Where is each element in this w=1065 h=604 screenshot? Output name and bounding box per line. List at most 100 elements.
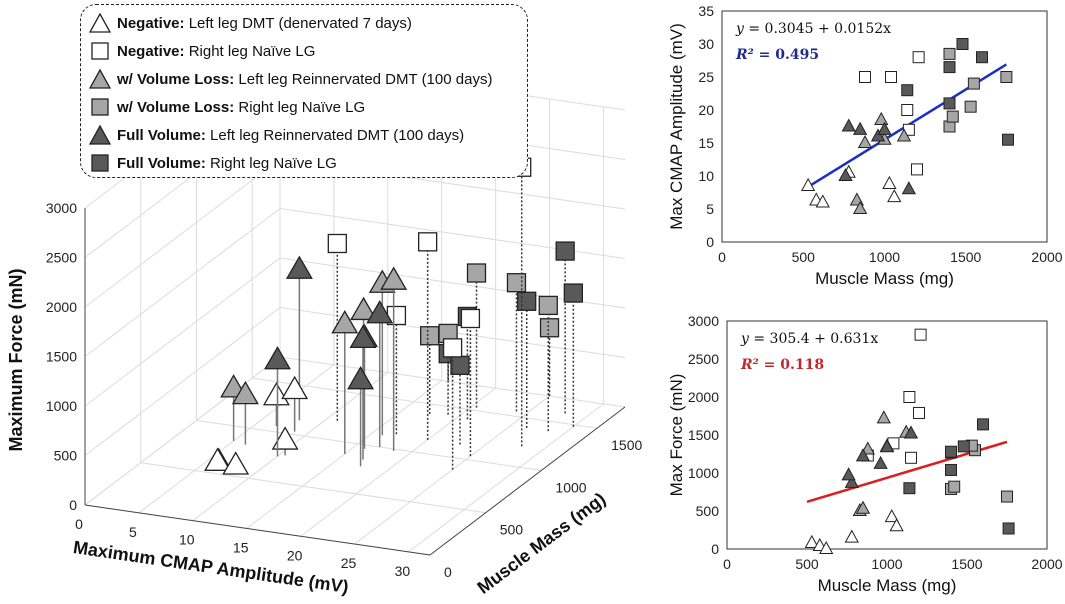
grid-line-x-floor <box>84 356 281 506</box>
x-tick-label: 10 <box>179 532 195 548</box>
y-tick-label: 0 <box>706 234 714 250</box>
point-triangle-full_volume <box>877 121 892 135</box>
legend-square-gray <box>91 98 109 116</box>
point-square-volume_loss <box>943 47 956 60</box>
y-tick-label: 1000 <box>688 465 719 481</box>
z-tick-label: 500 <box>54 448 78 464</box>
x-axis-title: Muscle Mass (mg) <box>815 269 954 288</box>
point-triangle-full_volume <box>879 439 895 453</box>
y-tick-label: 1500 <box>688 427 719 443</box>
x-tick-label: 25 <box>341 555 357 571</box>
y-axis-line <box>429 406 626 556</box>
point-square-negative <box>901 104 914 116</box>
legend: Negative: Left leg DMT (denervated 7 day… <box>80 4 528 178</box>
grid-line-y-floor <box>140 462 486 514</box>
regression-equation: y = 305.4 + 0.631x <box>740 331 878 347</box>
y-axis-title: Max CMAP Amplitude (mV) <box>667 23 686 230</box>
point-square-full_volume <box>563 283 584 303</box>
point-square-full_volume <box>450 355 470 375</box>
point-square-volume_loss <box>538 295 558 316</box>
legend-bold: w/ Volume Loss: <box>117 98 235 116</box>
r-squared-label: R² = 0.495 <box>735 47 819 63</box>
point-square-full_volume <box>943 97 956 110</box>
point-square-volume_loss <box>1001 490 1013 503</box>
grid-line-x-floor <box>408 403 604 553</box>
point-square-full_volume <box>943 61 956 74</box>
grid-line-x-floor <box>300 387 496 537</box>
x-tick-label: 1500 <box>951 556 982 572</box>
point-triangle-full_volume <box>285 255 313 279</box>
y-tick-label: 500 <box>696 503 720 519</box>
legend-text: Left leg Reinnervated DMT (100 days) <box>234 70 493 88</box>
point-square-volume_loss <box>1000 71 1013 83</box>
point-square-volume_loss <box>967 77 980 90</box>
point-square-full_volume <box>555 241 575 261</box>
grid-line-y-floor <box>196 419 542 471</box>
point-triangle-volume_loss <box>857 134 873 149</box>
point-triangle-negative <box>819 540 834 555</box>
point-triangle-negative <box>887 189 902 203</box>
point-square-volume_loss <box>948 480 961 493</box>
point-square-negative <box>912 51 925 64</box>
point-triangle-negative <box>271 426 299 450</box>
x-tick-label: 2000 <box>1031 249 1062 265</box>
y-tick-label: 25 <box>698 69 714 85</box>
point-square-full_volume <box>1002 522 1015 535</box>
x-axis-line <box>84 504 431 556</box>
r-squared-label: R² = 0.118 <box>740 357 824 373</box>
x-tick-label: 2000 <box>1031 556 1062 572</box>
point-square-negative <box>911 163 923 176</box>
y-tick-label: 15 <box>698 135 714 151</box>
point-square-negative <box>327 233 347 254</box>
x-tick-label: 0 <box>718 249 726 265</box>
point-triangle-volume_loss <box>231 380 259 405</box>
point-triangle-negative <box>889 518 904 532</box>
x-tick-label: 15 <box>233 539 249 555</box>
point-square-volume_loss <box>946 110 959 123</box>
point-square-full_volume <box>976 51 988 64</box>
point-triangle-negative <box>222 451 250 475</box>
point-triangle-volume_loss <box>350 296 378 321</box>
point-triangle-volume_loss <box>855 500 871 514</box>
point-square-negative <box>903 391 916 403</box>
point-square-negative <box>914 328 927 341</box>
point-triangle-full_volume <box>903 425 919 439</box>
y-tick-label: 3000 <box>688 313 719 329</box>
legend-item-full-volume-lg: Full Volume: Right leg Naïve LG <box>89 151 337 175</box>
y-tick-label: 30 <box>698 36 714 52</box>
y-axis-title: Muscle Mass (mg) <box>473 489 609 598</box>
legend-item-negative-lg: Negative: Right leg Naïve LG <box>89 39 315 63</box>
legend-bold: w/ Volume Loss: <box>117 70 235 88</box>
point-triangle-negative <box>882 175 897 189</box>
point-triangle-full_volume <box>901 181 917 195</box>
z-tick-label: 0 <box>69 497 77 513</box>
point-square-full_volume <box>903 482 916 495</box>
legend-bold: Negative: <box>117 42 185 60</box>
x-tick-label: 5 <box>129 524 137 540</box>
point-triangle-volume_loss <box>331 310 359 334</box>
point-triangle-full_volume <box>841 118 856 132</box>
y-tick-label: 1000 <box>555 479 586 495</box>
point-square-negative <box>418 232 438 252</box>
x-axis-title: Maximum CMAP Amplitude (mV) <box>72 537 350 597</box>
point-triangle-full_volume <box>366 300 394 324</box>
point-square-negative <box>885 71 897 83</box>
point-square-volume_loss <box>943 120 956 133</box>
y-tick-label: 500 <box>500 522 524 538</box>
point-triangle-full_volume <box>838 167 853 182</box>
z-tick-label: 3000 <box>46 200 77 216</box>
point-square-negative <box>905 451 917 464</box>
legend-item-negative-dmt: Negative: Left leg DMT (denervated 7 day… <box>89 11 412 35</box>
legend-text: Left leg Reinnervated DMT (100 days) <box>205 126 465 144</box>
point-square-volume_loss <box>964 100 977 113</box>
z-tick-label: 1000 <box>46 398 77 414</box>
x-tick-label: 1000 <box>871 556 902 572</box>
point-square-full_volume <box>956 38 969 50</box>
plot-frame <box>726 320 1048 550</box>
point-triangle-full_volume <box>347 365 375 390</box>
point-square-volume_loss <box>506 273 527 293</box>
point-triangle-full_volume <box>852 121 868 135</box>
point-triangle-negative <box>804 534 819 548</box>
z-tick-label: 1500 <box>46 349 77 365</box>
grid-line-x-floor <box>246 380 443 529</box>
